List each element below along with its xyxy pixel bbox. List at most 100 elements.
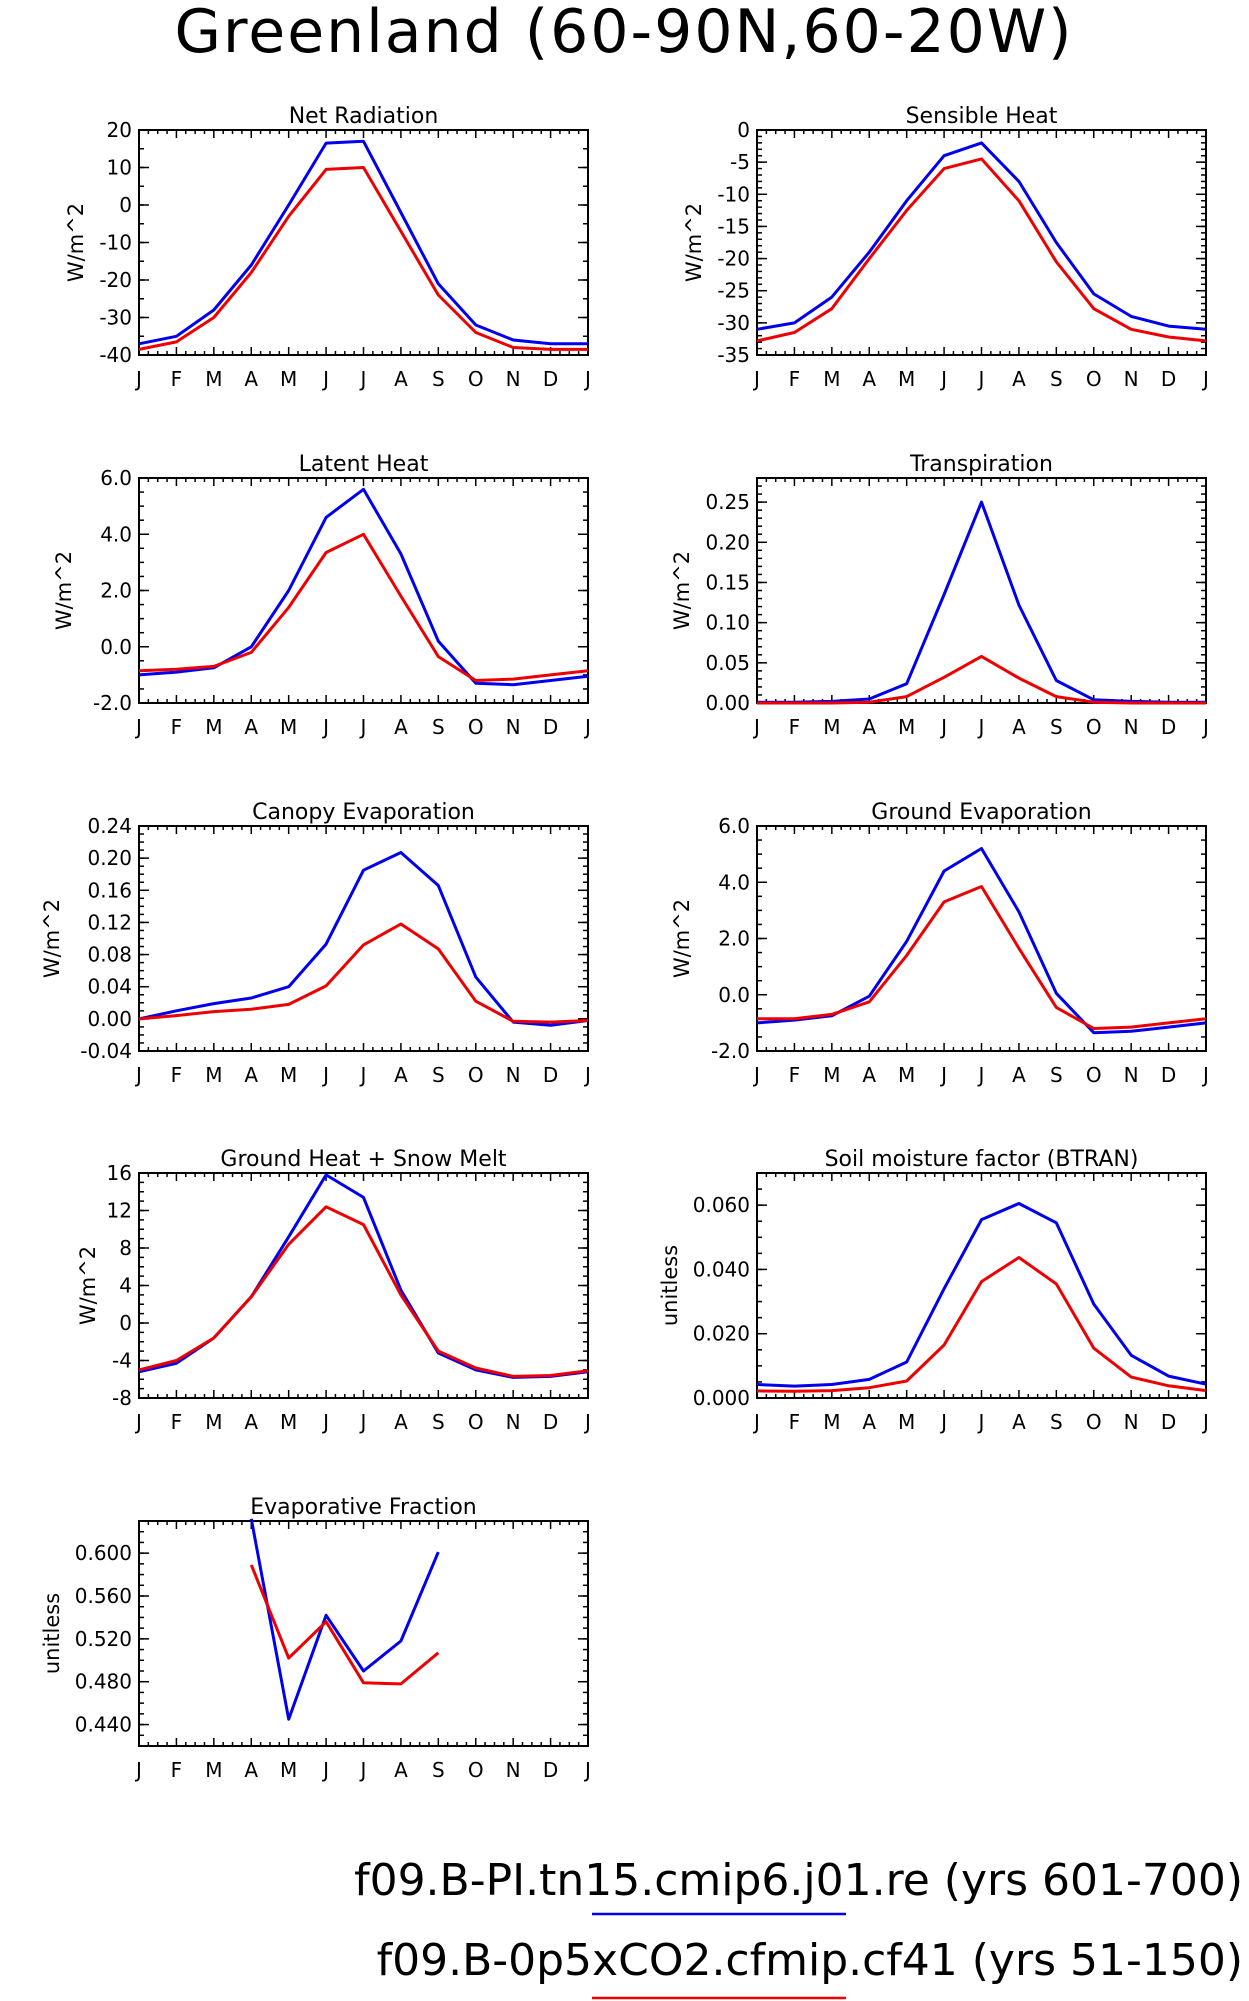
x-tick-label: A	[862, 367, 876, 391]
y-tick-label: 0.000	[693, 1386, 750, 1410]
y-tick-label: 4.0	[100, 522, 132, 546]
x-tick-label: M	[280, 367, 297, 391]
y-tick-label: -4	[112, 1349, 132, 1373]
x-tick-label: F	[171, 1063, 183, 1087]
y-tick-label: 0.20	[87, 846, 132, 870]
panel-title: Ground Evaporation	[871, 800, 1091, 825]
plot-frame	[756, 477, 1207, 704]
x-tick-label: D	[543, 1410, 558, 1434]
y-tick-label: -8	[112, 1386, 132, 1410]
y-tick-label: 0.05	[705, 651, 750, 675]
x-tick-label: F	[789, 1410, 801, 1434]
x-tick-label: A	[862, 1063, 876, 1087]
series-line-1	[756, 157, 1207, 343]
x-tick-label: S	[432, 1758, 445, 1782]
x-tick-label: J	[1201, 367, 1209, 391]
x-tick-label: J	[134, 1758, 142, 1782]
x-tick-label: N	[1124, 715, 1139, 739]
x-tick-label: F	[171, 367, 183, 391]
x-tick-label: J	[359, 715, 367, 739]
y-tick-label: 0.520	[75, 1627, 132, 1651]
y-tick-label: -5	[730, 150, 750, 174]
x-tick-label: M	[205, 1758, 222, 1782]
y-tick-label: 0.04	[87, 975, 132, 999]
x-tick-label: J	[977, 715, 985, 739]
x-tick-label: O	[468, 1410, 484, 1434]
y-tick-label: 0.0	[718, 983, 750, 1007]
y-tick-label: 0.440	[75, 1713, 132, 1737]
x-tick-label: F	[789, 367, 801, 391]
series-line-1	[138, 922, 589, 1024]
x-tick-label: A	[1012, 715, 1026, 739]
y-axis-label: W/m^2	[40, 899, 64, 978]
x-tick-label: D	[1161, 715, 1176, 739]
y-tick-label: -20	[717, 247, 750, 271]
y-tick-label: 0	[119, 193, 132, 217]
x-tick-label: A	[244, 1758, 258, 1782]
panel-3: J F M A M J J A S O N D J0.250.200.150.100.050.00W/m…	[670, 452, 1209, 739]
panel-title: Ground Heat + Snow Melt	[220, 1147, 507, 1172]
x-tick-label: J	[977, 367, 985, 391]
x-tick-label: J	[359, 1758, 367, 1782]
y-tick-label: -10	[717, 182, 750, 206]
x-tick-label: M	[280, 1758, 297, 1782]
x-tick-label: J	[321, 1758, 329, 1782]
figure-title: Greenland (60-90N,60-20W)	[174, 0, 1073, 67]
x-tick-label: S	[432, 1063, 445, 1087]
x-tick-label: J	[359, 367, 367, 391]
x-tick-label: M	[280, 1063, 297, 1087]
y-tick-label: 0.600	[75, 1541, 132, 1565]
x-tick-label: J	[752, 715, 760, 739]
x-tick-label: J	[321, 367, 329, 391]
x-tick-label: M	[823, 715, 840, 739]
x-tick-label: J	[752, 1410, 760, 1434]
x-tick-label: J	[583, 1758, 591, 1782]
x-tick-label: A	[394, 1758, 408, 1782]
x-tick-label: J	[1201, 1063, 1209, 1087]
x-tick-label: M	[823, 1410, 840, 1434]
y-axis-label: unitless	[658, 1245, 682, 1326]
x-tick-label: M	[205, 367, 222, 391]
y-tick-label: 0.00	[705, 691, 750, 715]
y-axis-label: W/m^2	[64, 203, 88, 282]
x-tick-label: J	[134, 715, 142, 739]
panel-title: Latent Heat	[299, 452, 429, 477]
x-tick-label: M	[823, 1063, 840, 1087]
x-tick-label: D	[543, 715, 558, 739]
x-tick-label: N	[506, 1758, 521, 1782]
x-tick-label: J	[359, 1063, 367, 1087]
x-tick-label: J	[134, 1063, 142, 1087]
x-tick-label: O	[468, 715, 484, 739]
legend: f09.B-PI.tn15.cmip6.j01.re (yrs 601-700)…	[354, 1855, 1243, 2000]
x-tick-label: S	[1050, 1063, 1063, 1087]
series-line-0	[138, 851, 589, 1027]
x-tick-label: S	[432, 1410, 445, 1434]
x-tick-label: D	[543, 1063, 558, 1087]
series-line-1	[138, 532, 589, 682]
y-tick-label: 16	[107, 1161, 132, 1185]
series-line-0	[756, 847, 1207, 1035]
x-tick-label: A	[394, 1410, 408, 1434]
y-tick-label: 0.08	[87, 943, 132, 967]
y-tick-label: -35	[717, 343, 750, 367]
series-line-0	[138, 1173, 589, 1379]
panel-8: J F M A M J J A S O N D J0.6000.5600.5200.4800.440un…	[40, 1495, 591, 1782]
y-tick-label: 4	[119, 1274, 132, 1298]
y-tick-label: 0	[119, 1311, 132, 1335]
x-tick-label: J	[359, 1410, 367, 1434]
x-tick-label: O	[468, 367, 484, 391]
plot-frame	[138, 1520, 589, 1747]
x-tick-label: M	[205, 1410, 222, 1434]
x-tick-label: N	[506, 1410, 521, 1434]
y-tick-label: 0.060	[693, 1193, 750, 1217]
x-tick-label: A	[244, 715, 258, 739]
y-tick-label: 0.15	[705, 570, 750, 594]
x-tick-label: N	[506, 367, 521, 391]
x-tick-label: J	[939, 367, 947, 391]
x-tick-label: F	[171, 1758, 183, 1782]
x-tick-label: M	[898, 1410, 915, 1434]
y-tick-label: 0.480	[75, 1670, 132, 1694]
x-tick-label: S	[1050, 1410, 1063, 1434]
x-tick-label: A	[862, 715, 876, 739]
y-tick-label: -40	[99, 343, 132, 367]
